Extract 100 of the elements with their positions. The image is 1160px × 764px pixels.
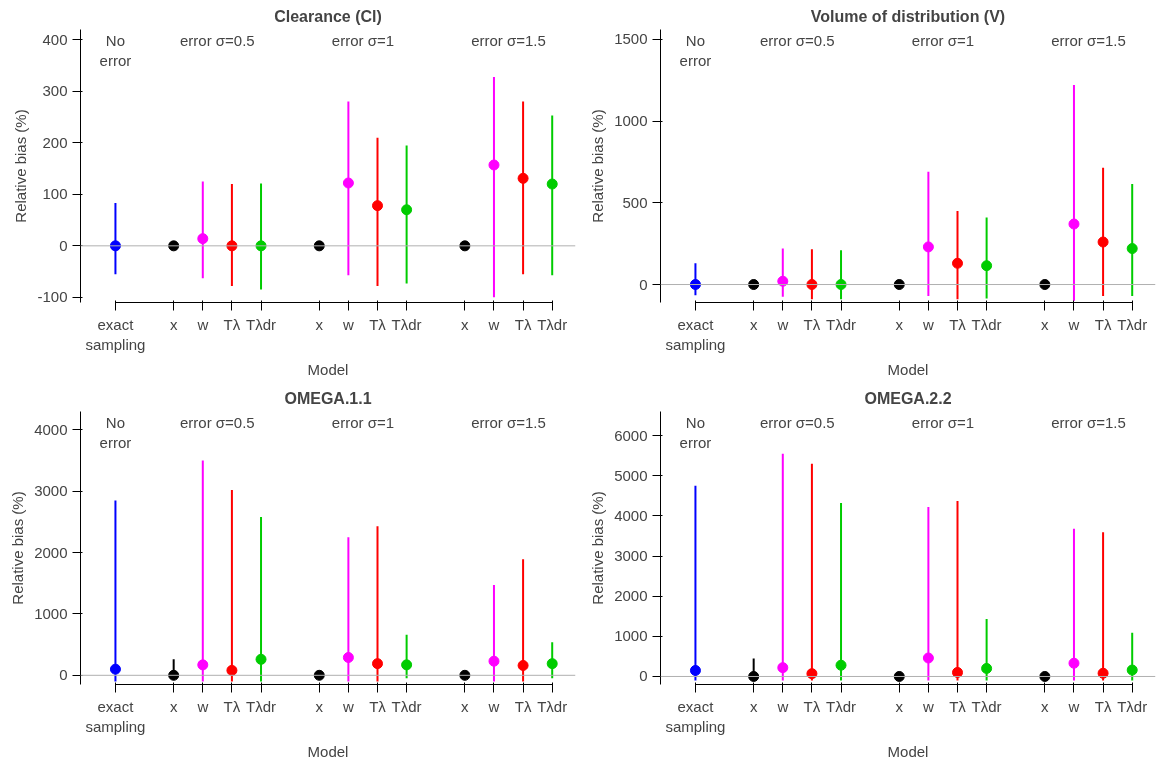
x-tick-label: w: [487, 697, 500, 715]
annotation: error σ=1.5: [471, 413, 546, 431]
y-tick-label: 0: [59, 236, 68, 254]
x-axis-title: Model: [887, 360, 929, 378]
y-tick-label: 100: [42, 185, 68, 203]
x-tick-label: exact sampling: [85, 315, 146, 353]
annotation: error σ=0.5: [760, 31, 835, 49]
x-tick-label: x: [1041, 697, 1050, 715]
annotation: error σ=1.5: [1051, 31, 1126, 49]
x-tick-label: Tλ: [1094, 315, 1112, 333]
x-tick-label: x: [315, 697, 324, 715]
x-tick-label: exact sampling: [665, 697, 726, 735]
x-tick-label: x: [169, 697, 178, 715]
y-axis-title: Relative bias (%): [589, 491, 607, 605]
x-tick-label: Tλ: [1094, 697, 1112, 715]
x-tick-label: w: [921, 697, 934, 715]
annotation: error σ=1: [911, 31, 975, 49]
annotation: No error: [99, 31, 132, 69]
y-tick-label: -100: [37, 288, 68, 306]
x-tick-label: x: [895, 697, 904, 715]
y-tick-label: 400: [42, 30, 68, 48]
x-axis-title: Model: [307, 742, 349, 760]
x-tick-label: Tλ: [949, 315, 967, 333]
y-tick-label: 200: [42, 133, 68, 151]
annotation: error σ=1.5: [471, 31, 546, 49]
x-tick-label: x: [895, 315, 904, 333]
y-tick-label: 300: [42, 82, 68, 100]
x-tick-label: x: [749, 315, 758, 333]
x-tick-label: exact sampling: [85, 697, 146, 735]
x-tick-label: x: [461, 697, 470, 715]
x-tick-label: Tλdr: [826, 315, 857, 333]
annotation: No error: [99, 413, 132, 451]
y-axis-title: Relative bias (%): [12, 109, 30, 223]
x-tick-label: Tλdr: [246, 315, 277, 333]
x-tick-label: Tλ: [803, 697, 821, 715]
x-tick-label: Tλ: [949, 697, 967, 715]
y-tick-label: 3000: [34, 482, 68, 500]
x-tick-label: exact sampling: [665, 315, 726, 353]
y-tick-label: 2000: [34, 543, 68, 561]
x-tick-label: x: [1041, 315, 1050, 333]
x-tick-label: Tλdr: [1117, 697, 1148, 715]
y-tick-label: 5000: [614, 466, 648, 484]
y-tick-label: 4000: [614, 506, 648, 524]
y-axis-title: Relative bias (%): [9, 491, 27, 605]
x-tick-label: Tλdr: [391, 697, 422, 715]
x-tick-label: x: [749, 697, 758, 715]
x-tick-label: w: [487, 315, 500, 333]
x-tick-label: x: [315, 315, 324, 333]
chart-title: Volume of distribution (V): [810, 7, 1006, 25]
y-tick-label: 1000: [614, 112, 648, 130]
x-tick-label: Tλ: [223, 315, 241, 333]
x-tick-label: Tλ: [369, 315, 387, 333]
annotation: No error: [679, 413, 712, 451]
x-axis-title: Model: [887, 742, 929, 760]
x-tick-label: w: [341, 315, 354, 333]
annotation: error σ=1: [911, 413, 975, 431]
y-tick-label: 0: [639, 667, 648, 685]
x-tick-label: w: [196, 697, 209, 715]
annotation: No error: [679, 31, 712, 69]
x-tick-label: Tλ: [803, 315, 821, 333]
x-tick-label: w: [921, 315, 934, 333]
chart-title: Clearance (Cl): [274, 7, 382, 25]
annotation: error σ=1.5: [1051, 413, 1126, 431]
chart-title: OMEGA.2.2: [864, 389, 952, 407]
x-tick-label: Tλdr: [971, 315, 1002, 333]
y-tick-label: 1000: [34, 604, 68, 622]
x-tick-label: Tλdr: [971, 697, 1002, 715]
x-tick-label: Tλ: [223, 697, 241, 715]
x-tick-label: Tλ: [514, 315, 532, 333]
x-tick-label: w: [196, 315, 209, 333]
x-tick-label: x: [169, 315, 178, 333]
x-tick-label: Tλdr: [391, 315, 422, 333]
annotation: error σ=0.5: [180, 413, 255, 431]
x-tick-label: x: [461, 315, 470, 333]
x-tick-label: w: [341, 697, 354, 715]
x-tick-label: w: [1067, 315, 1080, 333]
y-tick-label: 0: [639, 275, 648, 293]
x-tick-label: Tλdr: [246, 697, 277, 715]
annotation: error σ=0.5: [180, 31, 255, 49]
y-tick-label: 2000: [614, 587, 648, 605]
y-axis-title: Relative bias (%): [589, 109, 607, 223]
x-tick-label: Tλ: [514, 697, 532, 715]
annotation: error σ=0.5: [760, 413, 835, 431]
x-tick-label: Tλdr: [826, 697, 857, 715]
x-axis-title: Model: [307, 360, 349, 378]
y-tick-label: 4000: [34, 420, 68, 438]
y-tick-label: 1000: [614, 627, 648, 645]
annotation: error σ=1: [331, 413, 395, 431]
x-tick-label: Tλdr: [537, 697, 568, 715]
y-tick-label: 6000: [614, 426, 648, 444]
y-tick-label: 3000: [614, 547, 648, 565]
x-tick-label: Tλdr: [1117, 315, 1148, 333]
annotation: error σ=1: [331, 31, 395, 49]
chart-title: OMEGA.1.1: [284, 389, 372, 407]
y-tick-label: 1500: [614, 30, 648, 48]
x-tick-label: Tλdr: [537, 315, 568, 333]
x-tick-label: w: [776, 697, 789, 715]
y-tick-label: 0: [59, 666, 68, 684]
x-tick-label: w: [1067, 697, 1080, 715]
y-tick-label: 500: [622, 193, 648, 211]
